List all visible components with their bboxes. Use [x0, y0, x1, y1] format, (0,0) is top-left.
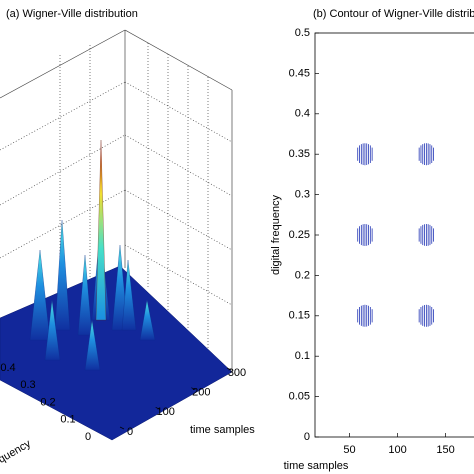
y-tick-label: 0.45 — [289, 67, 310, 79]
y-tick-label: 0 — [304, 431, 310, 443]
contour-blob — [357, 143, 373, 166]
chart-title: (a) Wigner-Ville distribution — [6, 8, 138, 20]
contour-blob — [418, 143, 434, 166]
chart-a: (a) Wigner-Ville distribution 0 100 200 300… — [0, 8, 255, 474]
x-tick — [226, 367, 232, 371]
y-tick-label: 0.4 — [295, 108, 310, 120]
x-tick-label: 0 — [127, 426, 133, 438]
x-tick-label: 50 — [343, 444, 355, 456]
y-tick-label: 0.2 — [295, 269, 310, 281]
x-tick-label: 150 — [436, 444, 454, 456]
contour-blob — [357, 224, 373, 246]
x-tick — [155, 407, 160, 410]
x-tick — [119, 426, 125, 430]
y-tick-label: 0.5 — [295, 27, 310, 39]
y-tick-label: 0.25 — [289, 229, 310, 241]
chart-title: (b) Contour of Wigner-Ville distribution — [313, 8, 474, 20]
y-axis-label: digital frequency — [270, 194, 282, 275]
y-tick-label: 0.3 — [295, 189, 310, 201]
y-tick-label: 0.3 — [20, 379, 35, 391]
contour-blob — [357, 304, 373, 327]
contour-blob — [418, 224, 434, 246]
y-tick-label: 0 — [85, 431, 91, 443]
y-tick-label: 0.15 — [289, 310, 310, 322]
y-tick-label: 0.2 — [40, 396, 55, 408]
x-axis-label: time samples — [190, 424, 255, 436]
y-tick-label: 0.05 — [289, 391, 310, 403]
chart-b: (b) Contour of Wigner-Ville distribution… — [270, 8, 474, 472]
surface — [0, 139, 233, 441]
x-tick-label: 300 — [228, 367, 246, 379]
contour-marks — [357, 143, 434, 327]
y-tick-label: 0.4 — [0, 362, 15, 374]
y-tick-label: 0.1 — [60, 414, 75, 426]
x-tick-label: 200 — [192, 387, 210, 399]
x-axis-label: time samples — [284, 460, 349, 472]
contour-blob — [418, 304, 434, 327]
x-tick-label: 100 — [156, 406, 174, 418]
x-tick-label: 100 — [388, 444, 406, 456]
x-tick — [191, 387, 196, 390]
box-3d — [0, 29, 233, 372]
y-tick-label: 0.35 — [289, 148, 310, 160]
y-tick-label: 0.1 — [295, 350, 310, 362]
